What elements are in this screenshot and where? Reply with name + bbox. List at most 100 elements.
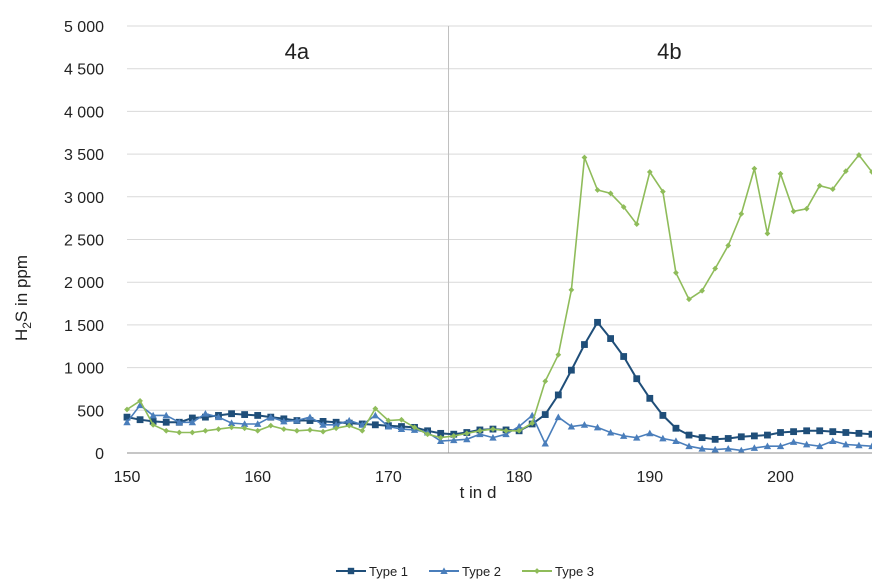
diamond-marker bbox=[189, 429, 196, 436]
triangle-marker bbox=[371, 411, 380, 419]
triangle-marker bbox=[162, 411, 170, 419]
triangle-marker bbox=[345, 416, 353, 424]
square-marker bbox=[698, 434, 706, 442]
square-marker bbox=[764, 431, 771, 439]
diamond-marker bbox=[372, 405, 379, 412]
y-tick-label: 4 000 bbox=[64, 104, 104, 121]
diamond-marker bbox=[594, 187, 601, 193]
series-line bbox=[126, 404, 872, 452]
diamond-marker bbox=[764, 230, 771, 237]
triangle-marker bbox=[698, 445, 706, 452]
phase-label: 4b bbox=[657, 39, 681, 64]
triangle-marker bbox=[672, 437, 680, 444]
diamond-marker bbox=[437, 434, 444, 441]
square-marker bbox=[149, 418, 157, 425]
triangle-marker bbox=[397, 425, 406, 433]
triangle-marker bbox=[306, 413, 314, 421]
square-marker bbox=[803, 427, 811, 435]
square-marker bbox=[241, 411, 249, 418]
triangle-marker bbox=[280, 417, 288, 425]
diamond-marker bbox=[333, 425, 340, 432]
square-marker bbox=[228, 410, 235, 418]
x-axis-label: t in d bbox=[460, 483, 497, 502]
triangle-marker bbox=[332, 421, 340, 428]
triangle-marker bbox=[502, 430, 510, 438]
x-tick-label: 160 bbox=[244, 469, 271, 486]
triangle-marker bbox=[855, 441, 863, 449]
triangle-marker bbox=[606, 428, 615, 436]
series-line bbox=[126, 320, 872, 441]
square-marker bbox=[254, 412, 262, 419]
triangle-marker bbox=[293, 416, 301, 424]
triangle-marker bbox=[724, 445, 732, 452]
triangle-marker bbox=[711, 445, 719, 453]
square-marker bbox=[790, 428, 797, 436]
legend-label: Type 2 bbox=[462, 564, 501, 579]
series-line bbox=[126, 153, 872, 439]
y-axis-label-suffix: S in ppm bbox=[12, 255, 31, 322]
triangle-marker bbox=[842, 440, 850, 448]
triangle-marker bbox=[554, 413, 562, 421]
series-type-3 bbox=[124, 152, 872, 441]
diamond-marker bbox=[777, 170, 784, 177]
diamond-marker bbox=[555, 351, 562, 358]
triangle-marker bbox=[802, 440, 811, 448]
phase-labels: 4a 4b bbox=[285, 39, 682, 64]
square-marker bbox=[646, 394, 654, 402]
diamond-marker bbox=[228, 424, 235, 431]
diamond-marker bbox=[490, 426, 496, 432]
x-tick-label: 200 bbox=[767, 469, 794, 486]
diamond-marker bbox=[869, 169, 872, 175]
diamond-marker bbox=[411, 424, 418, 431]
y-tick-label: 3 500 bbox=[64, 147, 104, 164]
y-tick-labels: 0 500 1 000 1 500 2 000 2 500 3 000 3 500 4 000 4… bbox=[64, 19, 104, 463]
diamond-marker bbox=[477, 427, 483, 434]
legend-label: Type 1 bbox=[369, 564, 408, 579]
diamond-marker bbox=[686, 296, 692, 303]
triangle-marker bbox=[188, 418, 197, 426]
diamond-marker bbox=[829, 186, 836, 192]
triangle-marker bbox=[541, 439, 549, 447]
y-tick-label: 4 500 bbox=[64, 62, 104, 79]
legend-item: Type 3 bbox=[522, 564, 594, 579]
triangle-marker bbox=[201, 410, 210, 417]
triangle-marker bbox=[750, 444, 759, 451]
legend-label: Type 3 bbox=[555, 564, 594, 579]
diamond-marker bbox=[534, 568, 540, 574]
square-marker bbox=[371, 421, 379, 429]
triangle-marker bbox=[440, 567, 448, 574]
triangle-marker bbox=[816, 442, 824, 450]
triangle-marker bbox=[149, 411, 157, 419]
square-marker bbox=[554, 391, 562, 399]
diamond-marker bbox=[450, 433, 457, 439]
square-marker bbox=[162, 418, 170, 426]
x-tick-label: 180 bbox=[506, 469, 533, 486]
diamond-marker bbox=[856, 152, 862, 158]
series-lines bbox=[123, 152, 872, 454]
diamond-marker bbox=[542, 378, 549, 385]
triangle-marker bbox=[227, 419, 236, 427]
legend: Type 1 Type 2 Type 3 bbox=[336, 564, 594, 579]
square-marker bbox=[868, 430, 872, 438]
triangle-marker bbox=[737, 446, 745, 454]
square-marker bbox=[567, 366, 575, 374]
diamond-marker bbox=[712, 265, 719, 272]
triangle-marker bbox=[593, 423, 602, 431]
square-marker bbox=[581, 341, 588, 348]
diamond-marker bbox=[581, 154, 588, 161]
triangle-marker bbox=[240, 420, 249, 427]
triangle-marker bbox=[515, 422, 523, 430]
diamond-marker bbox=[659, 188, 666, 195]
square-marker bbox=[659, 412, 667, 419]
diamond-marker bbox=[790, 208, 797, 215]
y-tick-label: 0 bbox=[95, 446, 104, 463]
triangle-marker bbox=[646, 429, 654, 437]
diamond-marker bbox=[673, 269, 679, 276]
phase-label: 4a bbox=[285, 39, 310, 64]
y-axis-label-subscript: 2 bbox=[20, 322, 34, 329]
square-marker bbox=[842, 429, 850, 436]
diamond-marker bbox=[398, 416, 405, 423]
square-marker bbox=[672, 424, 680, 432]
diamond-marker bbox=[385, 417, 392, 424]
diamond-marker bbox=[346, 422, 353, 429]
